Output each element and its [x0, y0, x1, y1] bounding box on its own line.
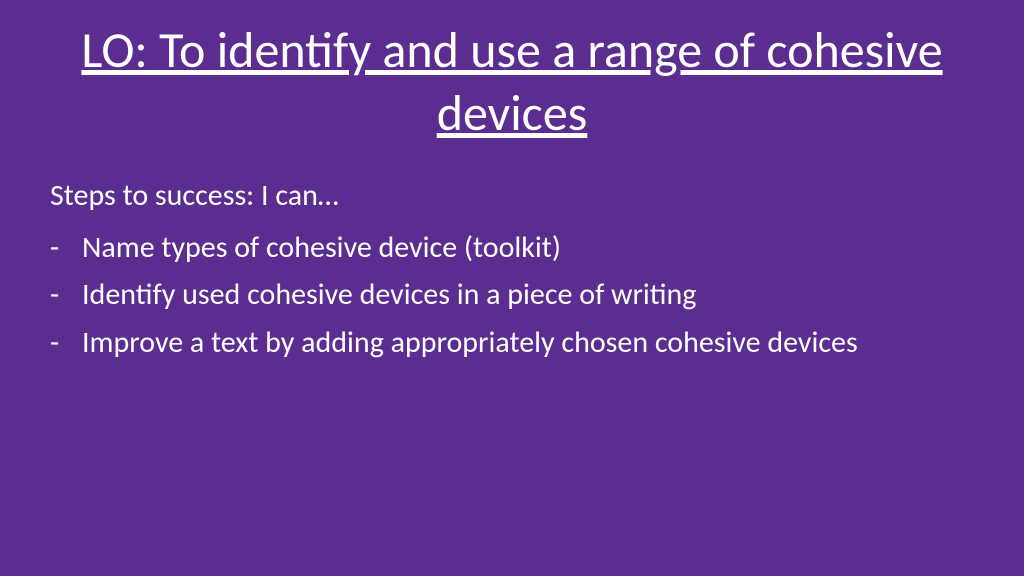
bullet-list: Name types of cohesive device (toolkit) … [50, 227, 974, 363]
list-item: Improve a text by adding appropriately c… [50, 322, 974, 363]
slide-title: LO: To identify and use a range of cohes… [50, 20, 974, 145]
list-item: Identify used cohesive devices in a piec… [50, 274, 974, 315]
list-item: Name types of cohesive device (toolkit) [50, 227, 974, 268]
steps-subtitle: Steps to success: I can… [50, 175, 974, 217]
